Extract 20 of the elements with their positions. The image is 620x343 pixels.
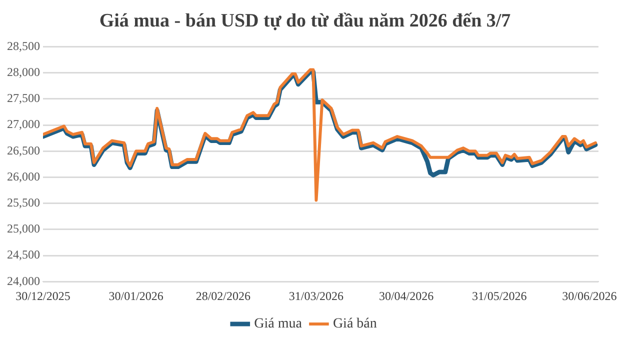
y-tick-label: 28,000 xyxy=(7,65,40,80)
y-tick-label: 27,500 xyxy=(7,91,40,106)
x-tick-label: 31/05/2026 xyxy=(472,288,527,303)
chart-title: Giá mua - bán USD tự do từ đầu năm 2026 đến 3/7 xyxy=(99,10,512,32)
y-tick-label: 25,000 xyxy=(7,222,40,236)
y-tick-label: 24,500 xyxy=(7,248,40,262)
x-tick-label: 30/01/2026 xyxy=(108,288,164,303)
y-tick-label: 25,500 xyxy=(7,195,40,210)
y-tick-label: 27,000 xyxy=(7,117,40,132)
y-tick-label: 24,000 xyxy=(7,274,40,288)
legend-label: Giá bán xyxy=(332,316,377,332)
y-tick-label: 28,500 xyxy=(7,38,40,53)
x-tick-label: 30/04/2026 xyxy=(378,288,434,303)
x-tick-label: 28/02/2026 xyxy=(196,288,250,303)
x-tick-label: 30/12/2025 xyxy=(16,288,70,303)
x-tick-label: 30/06/2026 xyxy=(562,288,617,303)
y-tick-label: 26,000 xyxy=(7,169,40,184)
legend-label: Giá mua xyxy=(254,316,303,332)
y-tick-label: 26,500 xyxy=(7,143,40,158)
x-tick-label: 31/03/2026 xyxy=(288,288,344,303)
